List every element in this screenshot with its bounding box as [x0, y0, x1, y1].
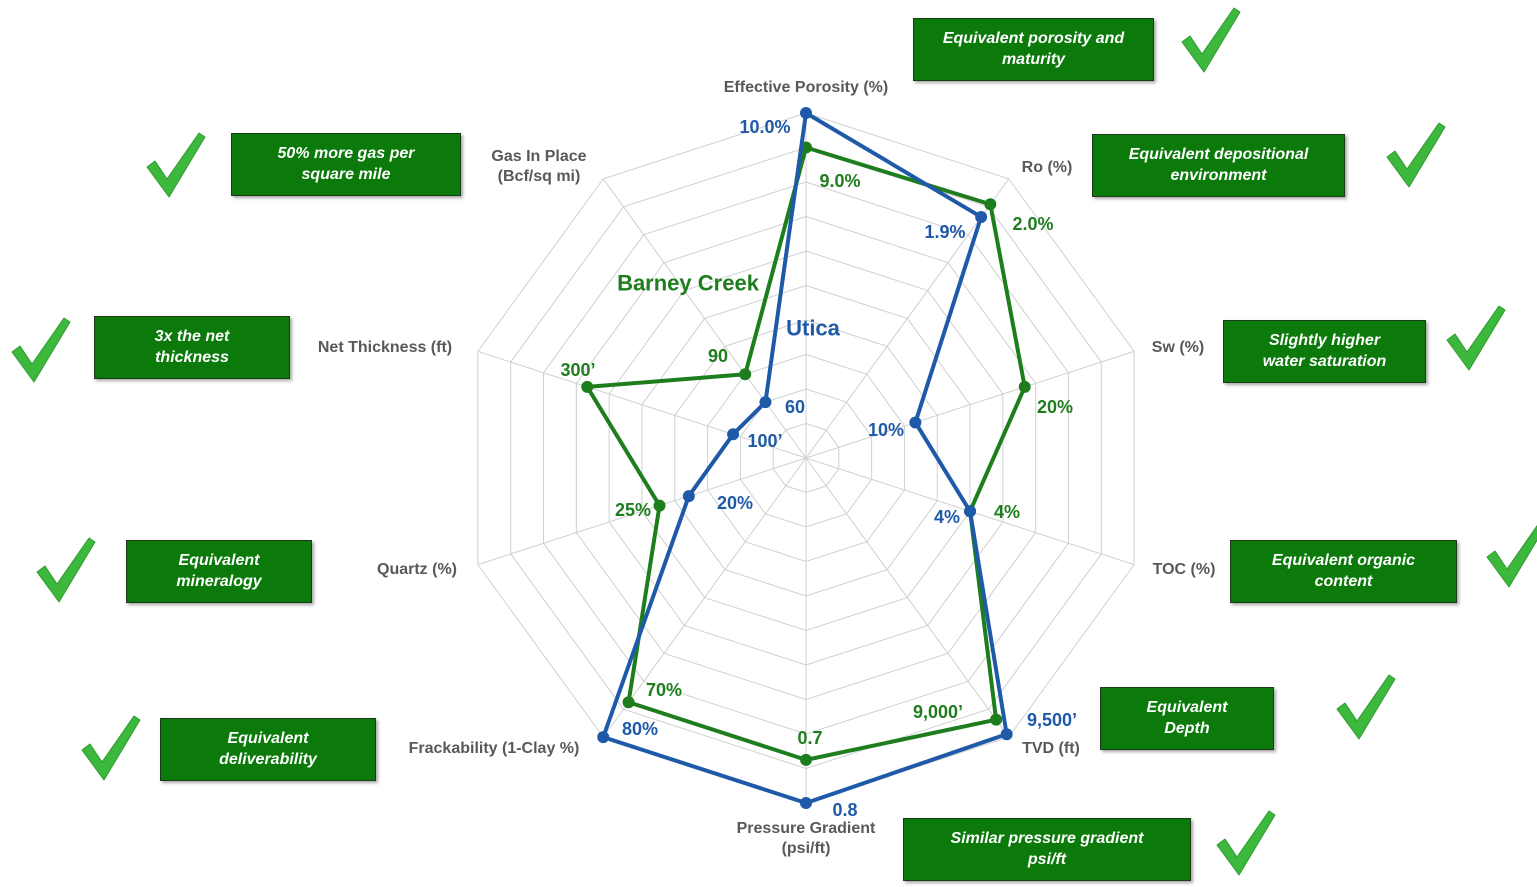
- data-point: [739, 368, 752, 381]
- data-label: 9,500’: [1026, 709, 1078, 730]
- axis-label: Gas In Place (Bcf/sq mi): [491, 148, 587, 185]
- annotation-box: 3x the net thickness: [94, 316, 290, 379]
- data-label: 2.0%: [1012, 213, 1054, 234]
- annotation-box: Equivalent porosity and maturity: [913, 18, 1154, 81]
- data-point: [581, 380, 594, 393]
- annotation-box: Similar pressure gradient psi/ft: [903, 818, 1191, 881]
- data-point: [759, 396, 772, 409]
- data-label: 0.8: [832, 799, 858, 820]
- check-mark: [1486, 524, 1537, 588]
- data-label: 70%: [645, 679, 683, 700]
- data-label: 9,000’: [912, 701, 964, 722]
- data-label: 90: [707, 345, 729, 366]
- check-mark: [1386, 122, 1446, 188]
- axis-label: Sw (%): [1151, 339, 1205, 356]
- data-point: [597, 731, 610, 744]
- data-label: 4%: [993, 501, 1021, 522]
- grid-spoke: [477, 350, 807, 459]
- data-point: [800, 753, 812, 766]
- grid-spoke: [805, 457, 1010, 738]
- grid-spoke: [602, 178, 807, 459]
- data-point: [800, 797, 812, 809]
- axis-label: Quartz (%): [377, 561, 457, 578]
- annotation-box: Equivalent Depth: [1100, 687, 1274, 750]
- data-label: 9.0%: [819, 170, 861, 191]
- data-point: [622, 696, 635, 709]
- data-label: 60: [784, 396, 806, 417]
- legend-entry: Barney Creek: [617, 270, 759, 296]
- data-point: [727, 428, 740, 441]
- data-point: [682, 490, 695, 503]
- check-mark: [1446, 305, 1506, 371]
- grid-spoke: [805, 178, 1010, 459]
- data-point: [800, 107, 812, 119]
- check-mark: [1336, 674, 1396, 740]
- data-point: [909, 416, 922, 429]
- annotation-box: 50% more gas per square mile: [231, 133, 461, 196]
- axis-label: Frackability (1-Clay %): [408, 740, 580, 757]
- annotation-box: Slightly higher water saturation: [1223, 320, 1426, 383]
- data-label: 80%: [621, 718, 659, 739]
- data-label: 25%: [614, 499, 652, 520]
- data-label: 20%: [1036, 396, 1074, 417]
- annotation-box: Equivalent organic content: [1230, 540, 1457, 603]
- axis-label: Net Thickness (ft): [317, 339, 453, 356]
- data-point: [984, 198, 997, 211]
- grid-spoke: [805, 350, 1135, 459]
- axis-label: TVD (ft): [1022, 740, 1080, 757]
- data-label: 10.0%: [739, 116, 791, 137]
- check-mark: [1181, 7, 1241, 73]
- data-point: [990, 713, 1003, 726]
- data-point: [1000, 728, 1013, 741]
- check-mark: [81, 715, 141, 781]
- data-point: [653, 499, 666, 512]
- check-mark: [36, 537, 96, 603]
- check-mark: [146, 132, 206, 198]
- axis-label: Pressure Gradient (psi/ft): [736, 820, 876, 857]
- data-point: [1018, 380, 1031, 393]
- data-point: [964, 505, 977, 518]
- data-label: 1.9%: [924, 221, 966, 242]
- axis-label: Ro (%): [1021, 159, 1073, 176]
- data-label: 300’: [560, 359, 596, 380]
- annotation-box: Equivalent mineralogy: [126, 540, 312, 603]
- annotation-box: Equivalent depositional environment: [1092, 134, 1345, 197]
- data-label: 100’: [747, 430, 783, 451]
- grid-spoke: [602, 457, 807, 738]
- data-label: 4%: [933, 506, 961, 527]
- data-label: 0.7: [797, 727, 823, 748]
- check-mark: [11, 317, 71, 383]
- legend-entry: Utica: [786, 315, 840, 341]
- check-mark: [1216, 810, 1276, 876]
- axis-label: Effective Porosity (%): [723, 79, 889, 96]
- axis-label: TOC (%): [1152, 561, 1216, 578]
- data-label: 10%: [867, 419, 905, 440]
- data-label: 20%: [716, 492, 754, 513]
- grid-spoke: [477, 457, 807, 566]
- annotation-box: Equivalent deliverability: [160, 718, 376, 781]
- data-point: [975, 210, 988, 223]
